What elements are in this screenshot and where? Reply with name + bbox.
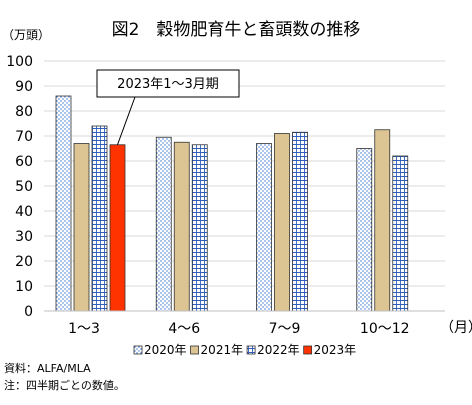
legend-label: 2023年 (314, 343, 357, 357)
x-tick-label: 7～9 (269, 321, 301, 337)
y-tick-label: 50 (15, 179, 33, 195)
source-note: 資料：ALFA/MLA (4, 361, 91, 375)
bar (191, 144, 208, 312)
x-tick-label: 1～3 (68, 321, 100, 337)
x-axis-unit: （月） (440, 320, 472, 336)
legend-swatch (303, 345, 313, 355)
annotation-text: 2023年1～3月期 (117, 77, 219, 92)
bar (292, 131, 308, 312)
footnote: 注：四半期ごとの数値。 (4, 378, 125, 392)
y-tick-label: 80 (15, 104, 33, 120)
bar (155, 136, 172, 312)
bar (392, 155, 409, 312)
y-tick-label: 30 (15, 229, 33, 245)
legend-swatch (190, 345, 199, 355)
bar (109, 144, 126, 312)
bar (73, 143, 90, 312)
legend-label: 2022年 (257, 343, 300, 357)
x-axis-ticks: 1～3 4～6 7～9 10～12 (68, 321, 409, 337)
annotation-leader (117, 96, 136, 145)
bar (374, 129, 391, 312)
y-tick-label: 60 (15, 154, 33, 170)
x-tick-label: 4～6 (168, 321, 200, 337)
bar (256, 143, 272, 312)
bar (91, 125, 108, 312)
y-tick-label: 20 (15, 254, 33, 270)
annotation-callout: 2023年1～3月期 (96, 69, 240, 145)
legend-label: 2020年 (144, 343, 187, 357)
y-axis-ticks: 0 10 20 30 40 50 60 70 80 90 100 (6, 54, 33, 320)
chart-title: 図2 穀物肥育牛と畜頭数の推移 (112, 20, 361, 40)
y-tick-label: 40 (15, 204, 33, 220)
legend: 2020年 2021年 2022年 2023年 (133, 343, 357, 357)
bars (55, 95, 409, 312)
y-axis-unit: （万頭） (2, 28, 50, 42)
legend-swatch (246, 345, 256, 355)
bar (356, 148, 373, 312)
x-tick-label: 10～12 (360, 321, 410, 337)
y-tick-label: 10 (15, 279, 33, 295)
y-tick-label: 100 (6, 54, 33, 70)
y-tick-label: 70 (15, 129, 33, 145)
annotation-box (96, 69, 240, 98)
bar (274, 133, 290, 312)
bar (55, 95, 72, 312)
y-tick-label: 0 (24, 304, 33, 320)
legend-swatch (133, 345, 143, 355)
y-tick-label: 90 (15, 79, 33, 95)
bar (173, 141, 190, 312)
legend-label: 2021年 (201, 343, 244, 357)
